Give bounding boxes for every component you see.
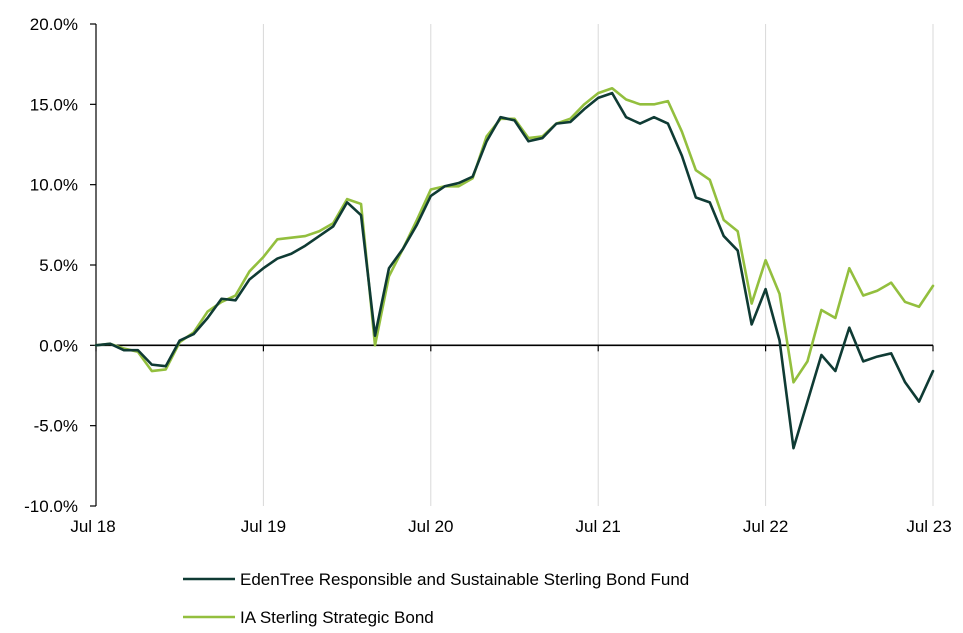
y-tick-label: -10.0% <box>24 497 78 516</box>
y-tick-label: 15.0% <box>30 95 78 114</box>
x-tick-label: Jul 22 <box>743 517 788 536</box>
y-tick-label: 20.0% <box>30 15 78 34</box>
axis-layer: Jul 18 Jul 19 Jul 20 Jul 21 Jul 22 Jul 23 -10.… <box>24 15 952 536</box>
y-tick-label: -5.0% <box>34 417 78 436</box>
x-tick-label: Jul 19 <box>241 517 286 536</box>
y-tick-label: 0.0% <box>39 336 78 355</box>
legend-entry-ia-sterling: IA Sterling Strategic Bond <box>183 608 434 627</box>
x-tick-label: Jul 21 <box>576 517 621 536</box>
legend: EdenTree Responsible and Sustainable Ste… <box>183 570 689 627</box>
y-tick-label: 10.0% <box>30 176 78 195</box>
legend-label-edentree: EdenTree Responsible and Sustainable Ste… <box>240 570 689 589</box>
x-tick-label: Jul 18 <box>70 517 115 536</box>
legend-entry-edentree: EdenTree Responsible and Sustainable Ste… <box>183 570 689 589</box>
grid-layer <box>262 24 934 506</box>
legend-label-ia-sterling: IA Sterling Strategic Bond <box>240 608 434 627</box>
series-layer <box>94 86 935 450</box>
y-tick-label: 5.0% <box>39 256 78 275</box>
series-line-ia-sterling <box>94 86 935 384</box>
x-tick-label: Jul 23 <box>906 517 951 536</box>
x-tick-label: Jul 20 <box>408 517 453 536</box>
series-line-edentree <box>94 91 935 450</box>
